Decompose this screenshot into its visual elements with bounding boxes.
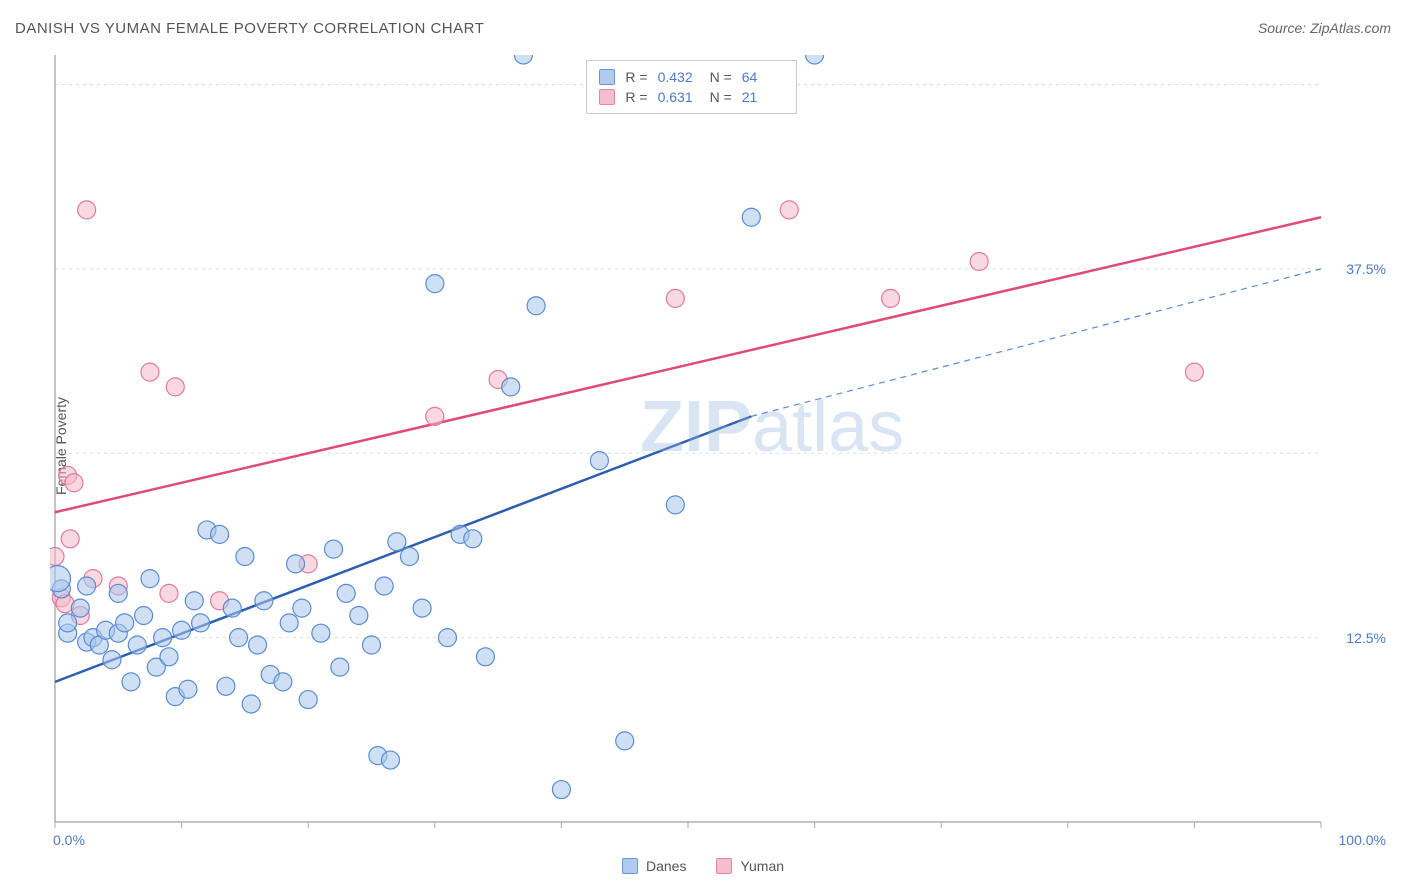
bottom-legend: Danes Yuman [622,858,784,874]
stats-row-danes: R = 0.432 N = 64 [599,67,783,87]
danes-swatch [599,69,615,85]
yuman-swatch-icon [716,858,732,874]
legend-item-danes: Danes [622,858,686,874]
r-label: R = [625,69,647,85]
source-label: Source: ZipAtlas.com [1258,20,1391,36]
chart-title: DANISH VS YUMAN FEMALE POVERTY CORRELATI… [15,20,484,37]
danes-r-value: 0.432 [658,69,700,85]
stats-row-yuman: R = 0.631 N = 21 [599,87,783,107]
stats-legend: R = 0.432 N = 64 R = 0.631 N = 21 [586,60,796,114]
yuman-swatch [599,89,615,105]
r-label: R = [625,89,647,105]
tick-label: 12.5% [1346,630,1386,646]
tick-label: 0.0% [53,832,85,848]
chart-area: ZIPatlas R = 0.432 N = 64 R = 0.631 N = … [50,55,1391,842]
scatter-plot [50,55,1391,842]
legend-item-yuman: Yuman [716,858,784,874]
danes-swatch-icon [622,858,638,874]
danes-legend-label: Danes [646,858,686,874]
n-label: N = [710,89,732,105]
n-label: N = [710,69,732,85]
yuman-n-value: 21 [742,89,784,105]
yuman-legend-label: Yuman [740,858,784,874]
danes-n-value: 64 [742,69,784,85]
tick-label: 37.5% [1346,261,1386,277]
tick-label: 100.0% [1339,832,1386,848]
yuman-r-value: 0.631 [658,89,700,105]
